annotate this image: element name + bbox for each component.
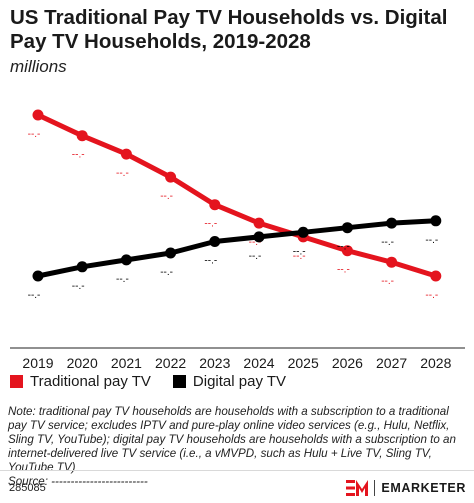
data-point — [430, 215, 442, 227]
data-point — [32, 270, 44, 282]
data-point — [32, 109, 44, 121]
data-label: --.- — [425, 290, 438, 301]
chart-title: US Traditional Pay TV Households vs. Dig… — [10, 6, 448, 53]
chart-id: 285085 — [9, 482, 46, 494]
x-tick-label: 2022 — [155, 355, 186, 371]
legend-swatch-traditional — [10, 375, 23, 388]
source-text: Source: ------------------------- — [8, 475, 148, 488]
data-label: --.- — [249, 237, 262, 248]
data-label: --.- — [116, 168, 129, 179]
brand-divider — [374, 480, 376, 496]
data-label: --.- — [28, 129, 41, 140]
data-point — [386, 217, 398, 229]
legend-label-digital: Digital pay TV — [192, 373, 287, 390]
data-point — [76, 261, 88, 273]
data-label: --.- — [381, 276, 394, 287]
x-tick-label: 2020 — [67, 355, 98, 371]
chart-subtitle: millions — [10, 57, 67, 76]
legend: Traditional pay TV Digital pay TV — [10, 373, 308, 390]
series-line-digital — [35, 218, 439, 279]
data-point — [297, 226, 309, 238]
x-tick-label: 2028 — [420, 355, 451, 371]
data-label: --.- — [249, 251, 262, 262]
data-point — [209, 236, 221, 247]
brand: EMARKETER — [346, 479, 466, 497]
data-label: --.- — [337, 242, 350, 253]
data-label: --.- — [160, 191, 173, 202]
data-point — [165, 247, 177, 259]
series-line-traditional — [35, 112, 439, 279]
chart-note: Note: traditional pay TV households are … — [8, 405, 466, 489]
data-point — [120, 148, 132, 160]
emarketer-logo-icon — [346, 480, 369, 496]
data-point — [430, 270, 442, 282]
legend-label-traditional: Traditional pay TV — [30, 373, 151, 390]
x-tick-label: 2019 — [22, 355, 53, 371]
data-label: --.- — [204, 219, 217, 230]
data-point — [120, 254, 132, 266]
data-point — [341, 222, 353, 234]
note-text: Note: traditional pay TV households are … — [8, 405, 456, 474]
data-point — [209, 199, 221, 211]
data-label: --.- — [160, 267, 173, 278]
data-label: --.- — [337, 265, 350, 276]
data-label: --.- — [72, 281, 85, 292]
data-label: --.- — [72, 150, 85, 161]
x-tick-label: 2023 — [199, 355, 230, 371]
x-tick-label: 2026 — [332, 355, 363, 371]
x-tick-label: 2024 — [243, 355, 274, 371]
x-tick-label: 2025 — [288, 355, 319, 371]
data-label: --.- — [381, 237, 394, 248]
data-label: --.- — [28, 290, 41, 301]
brand-name: EMARKETER — [381, 481, 466, 495]
x-tick-label: 2021 — [111, 355, 142, 371]
data-label: --.- — [116, 274, 129, 285]
legend-item-traditional: Traditional pay TV — [10, 373, 151, 390]
legend-item-digital: Digital pay TV — [172, 373, 287, 390]
data-label: --.- — [204, 256, 217, 267]
data-point — [76, 130, 88, 142]
footer: 285085 EMARKETER — [0, 470, 474, 503]
data-point — [386, 256, 398, 268]
data-label: --.- — [293, 251, 306, 262]
data-label: --.- — [425, 235, 438, 246]
data-point — [165, 171, 177, 183]
data-point — [253, 231, 265, 243]
data-point — [341, 245, 353, 257]
legend-swatch-digital — [172, 375, 186, 388]
data-point — [253, 217, 265, 229]
data-label: --.- — [293, 246, 306, 257]
line-chart: 2019 2020 2021 2022 2023 2024 2025 2026 2027 2028… — [10, 109, 465, 371]
x-tick-label: 2027 — [376, 355, 407, 371]
plot-area: 2019 2020 2021 2022 2023 2024 2025 2026 2027 2028… — [10, 109, 465, 371]
